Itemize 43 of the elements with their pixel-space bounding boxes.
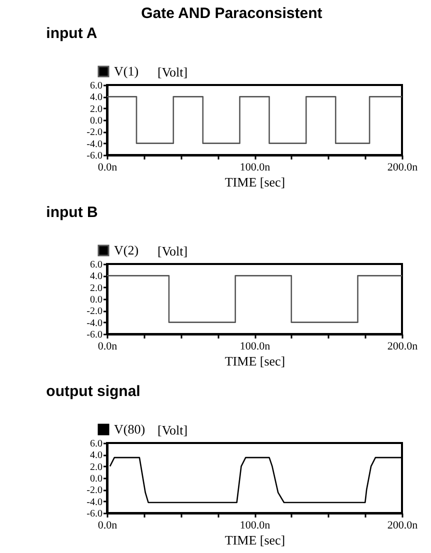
y-tick-label: 4.0 (90, 271, 102, 282)
x-axis-title: TIME [sec] (224, 354, 286, 368)
y-tick-label: -6.0 (86, 330, 102, 340)
chart-title: output signal (46, 383, 140, 400)
y-tick-label: 6.0 (90, 260, 102, 270)
y-tick-label: -6.0 (86, 150, 102, 162)
y-tick-label: -2.0 (86, 485, 102, 496)
y-tick-label: 6.0 (90, 438, 102, 450)
legend-label: V(1) (114, 64, 139, 78)
y-tick-label: 2.0 (90, 104, 102, 115)
y-tick-label: -6.0 (86, 508, 102, 520)
y-axis-title: [Volt] (158, 64, 188, 80)
x-tick-label: 200.0n (387, 340, 418, 352)
y-tick-label: 6.0 (90, 80, 102, 92)
y-tick-label: -4.0 (86, 318, 102, 329)
y-tick-label: -2.0 (86, 306, 102, 318)
x-tick-label: 200.0n (387, 162, 418, 174)
x-tick-label: 100.0n (240, 340, 271, 352)
x-tick-label: 100.0n (240, 520, 271, 532)
y-axis-title: [Volt] (158, 422, 188, 438)
chart-title: input B (46, 204, 98, 221)
y-tick-label: 0.0 (90, 294, 102, 306)
y-tick-label: -4.0 (86, 138, 102, 150)
x-tick-label: 200.0n (387, 520, 418, 532)
x-tick-label: 0.0n (98, 162, 118, 174)
x-tick-label: 0.0n (98, 340, 118, 352)
y-tick-label: 0.0 (90, 116, 102, 126)
x-tick-label: 100.0n (240, 162, 271, 174)
y-tick-label: 2.0 (90, 282, 102, 294)
y-tick-label: 0.0 (90, 474, 102, 484)
chart-title: Gate AND Paraconsistent (141, 5, 322, 22)
chart-subtitle: input A (46, 25, 98, 42)
y-tick-label: 2.0 (90, 462, 102, 473)
y-tick-label: 4.0 (90, 450, 102, 462)
x-tick-label: 0.0n (98, 520, 118, 532)
y-axis-title: [Volt] (158, 244, 188, 258)
y-tick-label: -2.0 (86, 127, 102, 138)
legend-label: V(80) (114, 422, 146, 436)
x-axis-title: TIME [sec] (224, 174, 286, 190)
y-tick-label: 4.0 (90, 92, 102, 104)
x-axis-title: TIME [sec] (224, 532, 286, 548)
legend-label: V(2) (114, 242, 139, 258)
y-tick-label: -4.0 (86, 496, 102, 508)
